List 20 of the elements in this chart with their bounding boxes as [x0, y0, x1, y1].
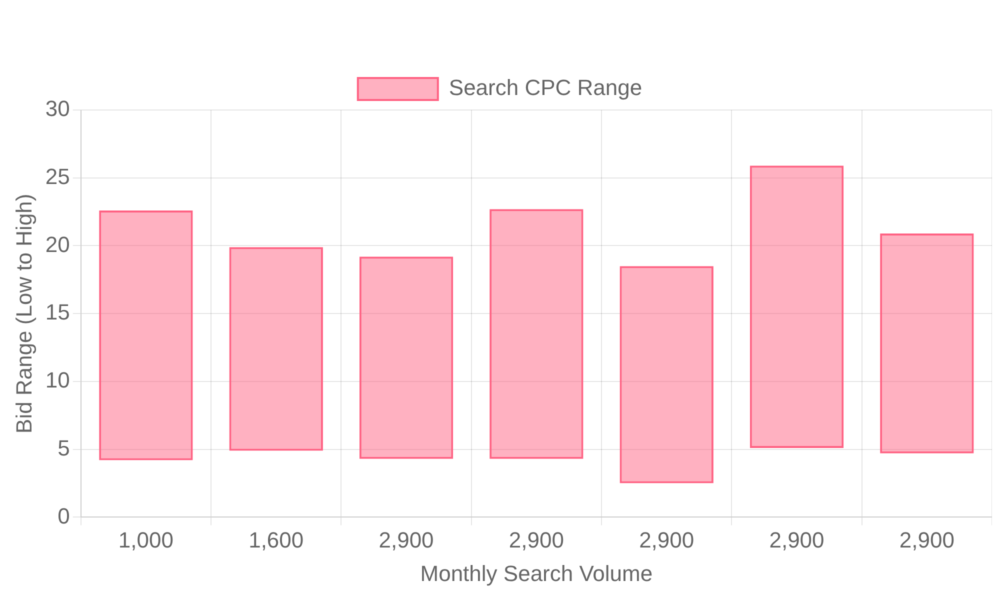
x-tick-label: 1,600 — [248, 527, 304, 552]
y-tick-label: 0 — [58, 503, 70, 528]
x-tick-label: 1,000 — [118, 527, 174, 552]
y-tick-label: 20 — [45, 232, 70, 257]
y-tick-label: 25 — [45, 164, 70, 189]
y-tick-label: 10 — [45, 368, 70, 393]
y-tick-label: 15 — [45, 300, 70, 325]
x-axis-title: Monthly Search Volume — [420, 560, 653, 586]
x-tick-label: 2,900 — [378, 527, 434, 552]
bar — [229, 247, 323, 451]
bar — [359, 256, 454, 459]
bar — [750, 166, 844, 448]
x-tick-label: 2,900 — [899, 527, 954, 552]
y-tick-label: 30 — [45, 96, 70, 122]
x-tick-label: 2,900 — [769, 527, 824, 552]
y-axis-title: Bid Range (Low to High) — [11, 194, 36, 434]
x-tick-label: 2,900 — [508, 527, 564, 552]
legend-label: Search CPC Range — [448, 75, 642, 100]
y-tick-label: 5 — [58, 435, 70, 460]
x-tick-label: 2,900 — [639, 527, 694, 552]
